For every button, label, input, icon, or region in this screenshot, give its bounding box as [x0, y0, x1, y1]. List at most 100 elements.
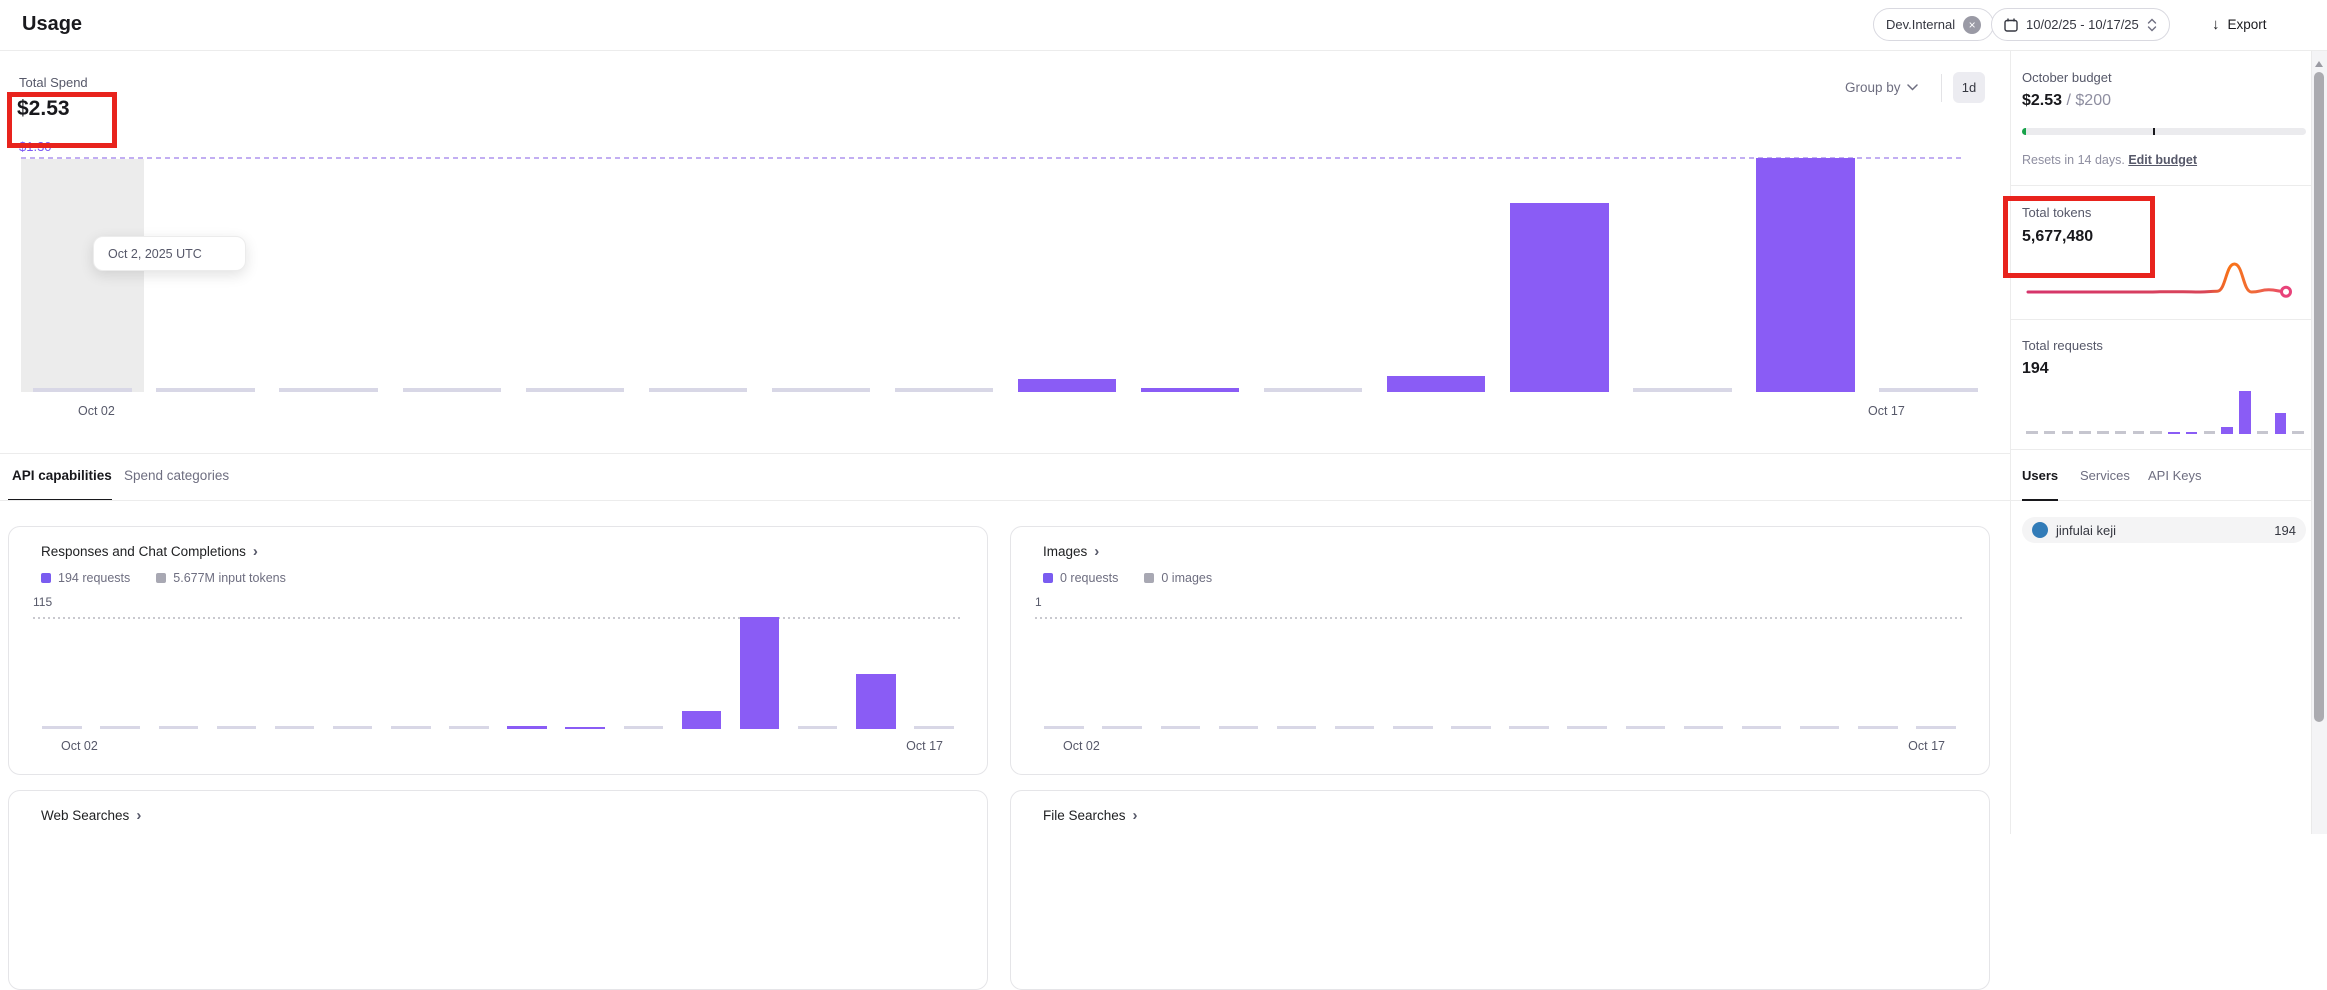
zero-bar — [1509, 726, 1549, 729]
total-spend-value: $2.53 — [17, 97, 70, 120]
tokens-sparkline-chart — [2026, 262, 2292, 298]
x-axis-start-label: Oct 02 — [1063, 739, 1100, 753]
card-file-searches: File Searches › — [1010, 790, 1990, 990]
chart-slot — [672, 617, 730, 729]
card-file-searches-link[interactable]: File Searches › — [1043, 807, 1138, 824]
chart-slot — [731, 617, 789, 729]
budget-dashed-line — [21, 157, 1964, 159]
zero-bar — [1102, 726, 1142, 729]
budget-pace-marker — [2152, 128, 2155, 135]
card-web-searches-link[interactable]: Web Searches › — [41, 807, 141, 824]
card-title: Responses and Chat Completions — [41, 544, 246, 559]
bar — [565, 727, 605, 729]
tab-api-capabilities[interactable]: API capabilities — [12, 468, 112, 483]
chart-slot — [2095, 391, 2111, 434]
chart-slot — [905, 617, 963, 729]
zero-bar — [2132, 431, 2145, 434]
bar — [1510, 203, 1609, 392]
chart-slot — [2273, 391, 2289, 434]
zero-bar — [402, 388, 501, 392]
chart-slot — [2202, 391, 2218, 434]
zero-bar — [1633, 388, 1732, 392]
card-images-link[interactable]: Images › — [1043, 543, 1099, 560]
date-range-picker[interactable]: 10/02/25 - 10/17/25 — [1991, 8, 2170, 41]
chart-slot — [1733, 617, 1791, 729]
legend-swatch-gray — [1144, 573, 1155, 583]
edit-budget-link[interactable]: Edit budget — [2128, 153, 2198, 167]
bar — [1140, 388, 1240, 392]
chart-slot — [2255, 391, 2271, 434]
chart-slot — [1849, 617, 1907, 729]
scrollbar-up-icon[interactable] — [2315, 61, 2323, 67]
zero-bar — [391, 726, 431, 729]
chart-slot — [91, 617, 149, 729]
export-button[interactable]: ↓ Export — [2212, 8, 2267, 41]
zero-bar — [1683, 726, 1724, 729]
page-title: Usage — [22, 13, 83, 35]
zero-bar — [1916, 726, 1956, 729]
zero-bar — [332, 726, 373, 729]
chart-slot — [1907, 617, 1965, 729]
group-by-dropdown[interactable]: Group by — [1845, 80, 1918, 95]
card-responses-link[interactable]: Responses and Chat Completions › — [41, 543, 258, 560]
chart-slot — [1093, 617, 1151, 729]
chart-slot — [207, 617, 265, 729]
user-row[interactable]: jinfulai keji 194 — [2022, 517, 2306, 543]
budget-line-label: $1.30 — [19, 139, 52, 154]
card-title: Images — [1043, 544, 1088, 559]
tab-spend-categories[interactable]: Spend categories — [124, 468, 230, 483]
chart-slot — [2077, 391, 2093, 434]
budget-title: October budget — [2022, 70, 2112, 85]
chart-slot — [2219, 391, 2235, 434]
bar — [1756, 158, 1855, 392]
card-title: File Searches — [1043, 808, 1126, 823]
header: Usage Dev.Internal × 10/02/25 - 10/17/25… — [0, 0, 2327, 51]
budget-progress-fill — [2022, 128, 2026, 135]
bar — [1017, 379, 1117, 392]
zero-bar — [156, 388, 255, 392]
y-max-label: 115 — [33, 595, 53, 609]
budget-progress-bar — [2022, 128, 2306, 135]
chart-slot — [2166, 391, 2182, 434]
bar — [2168, 432, 2180, 434]
chart-slot — [21, 158, 144, 392]
chart-slot — [556, 617, 614, 729]
zero-bar — [449, 726, 489, 729]
section-divider — [0, 453, 2010, 454]
download-icon: ↓ — [2212, 16, 2220, 33]
sidebar-section-divider — [2011, 185, 2311, 186]
chart-slot — [2148, 391, 2164, 434]
chart-slot — [498, 617, 556, 729]
user-request-count: 194 — [2274, 522, 2296, 538]
zero-bar — [1393, 726, 1433, 729]
bar — [2185, 432, 2198, 434]
bar — [1387, 375, 1486, 392]
sidebar-tab-services[interactable]: Services — [2080, 468, 2130, 483]
project-filter-pill[interactable]: Dev.Internal × — [1873, 8, 1995, 41]
remove-filter-icon[interactable]: × — [1963, 15, 1982, 34]
card-title: Web Searches — [41, 808, 130, 823]
zero-bar — [1567, 726, 1607, 729]
zero-bar — [1160, 726, 1201, 729]
zero-bar — [1218, 726, 1259, 729]
requests-mini-chart — [2024, 391, 2306, 434]
bar — [739, 617, 780, 729]
chart-slot — [789, 617, 847, 729]
tabs-bottom-border — [0, 500, 2010, 501]
budget-limit: $200 — [2075, 92, 2111, 109]
chart-slot — [1500, 617, 1558, 729]
zero-bar — [771, 388, 871, 392]
total-requests-label: Total requests — [2022, 338, 2103, 353]
granularity-1d-button[interactable]: 1d — [1953, 72, 1985, 103]
sidebar-tab-users[interactable]: Users — [2022, 468, 2059, 483]
legend-swatch-gray — [156, 573, 167, 583]
total-requests-value: 194 — [2022, 360, 2049, 377]
total-tokens-value: 5,677,480 — [2022, 228, 2094, 245]
card-web-searches: Web Searches › — [8, 790, 988, 990]
zero-bar — [2203, 431, 2216, 434]
budget-value: $2.53 / $200 — [2022, 92, 2111, 109]
sidebar-tab-api-keys[interactable]: API Keys — [2148, 468, 2202, 483]
scrollbar-thumb[interactable] — [2314, 72, 2324, 722]
zero-bar — [42, 726, 82, 729]
chart-slot — [267, 158, 390, 392]
